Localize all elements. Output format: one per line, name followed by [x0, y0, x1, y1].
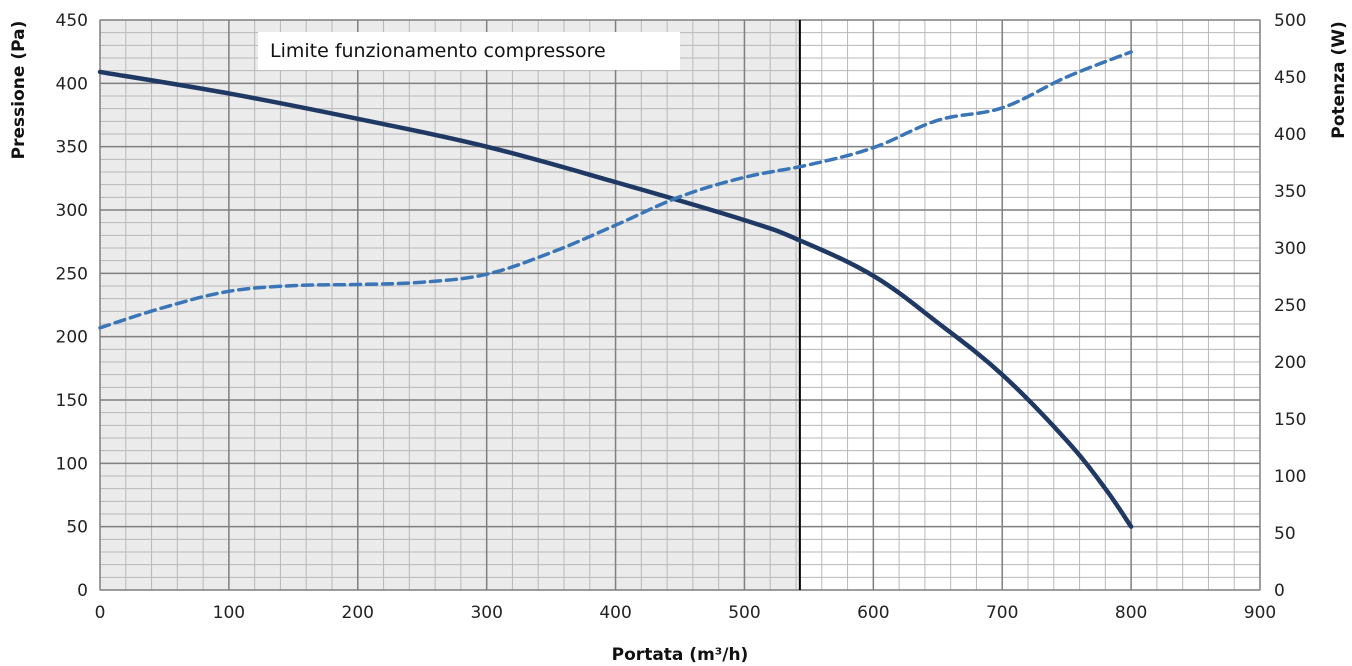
x-tick-label: 700	[986, 603, 1018, 623]
y-left-tick-label: 150	[56, 391, 88, 411]
annotation: Limite funzionamento compressore	[258, 32, 680, 70]
y-right-tick-label: 250	[1274, 296, 1306, 316]
y-left-tick-label: 300	[56, 201, 88, 221]
y-left-tick-label: 450	[56, 11, 88, 31]
y-right-axis-title: Potenza (W)	[1329, 21, 1349, 138]
x-tick-label: 600	[857, 603, 889, 623]
x-tick-label: 100	[213, 603, 245, 623]
y-right-tick-label: 500	[1274, 11, 1306, 31]
plot-frame	[99, 19, 1261, 591]
annotation-box	[258, 32, 680, 70]
y-left-tick-label: 400	[56, 74, 88, 94]
x-tick-label: 0	[95, 603, 106, 623]
y-left-tick-label: 50	[66, 518, 88, 538]
y-right-tick-label: 200	[1274, 353, 1306, 373]
y-left-axis-title: Pressione (Pa)	[9, 21, 29, 160]
annotation-text: Limite funzionamento compressore	[270, 40, 606, 62]
y-right-tick-label: 350	[1274, 182, 1306, 202]
y-right-tick-label: 50	[1274, 524, 1296, 544]
y-right-tick-label: 100	[1274, 467, 1306, 487]
x-tick-label: 900	[1244, 603, 1276, 623]
y-right-tick-label: 400	[1274, 125, 1306, 145]
y-left-tick-label: 350	[56, 138, 88, 158]
shaded-region	[100, 20, 800, 590]
y-left-tick-label: 200	[56, 328, 88, 348]
x-tick-label: 400	[599, 603, 631, 623]
y-right-tick-label: 450	[1274, 68, 1306, 88]
y-left-tick-label: 250	[56, 264, 88, 284]
y-left-tick-labels: 0 50 100 150 200 250 300 350 400 450	[56, 11, 88, 601]
x-tick-labels: 0 100 200 300 400 500 600 700 800 900	[95, 603, 1277, 623]
x-tick-label: 500	[728, 603, 760, 623]
x-tick-label: 800	[1115, 603, 1147, 623]
y-right-tick-label: 150	[1274, 410, 1306, 430]
y-right-tick-label: 300	[1274, 239, 1306, 259]
y-right-tick-labels: 0 50 100 150 200 250 300 350 400 450 500	[1274, 11, 1306, 601]
series-layer	[97, 50, 1134, 529]
y-left-tick-label: 0	[77, 581, 88, 601]
x-axis-title: Portata (m³/h)	[612, 645, 749, 665]
x-tick-label: 300	[470, 603, 502, 623]
pressione-series-line	[97, 69, 1134, 529]
x-tick-label: 200	[342, 603, 374, 623]
potenza-series-line	[98, 50, 1133, 330]
y-left-tick-label: 100	[56, 454, 88, 474]
y-right-tick-label: 0	[1274, 581, 1285, 601]
